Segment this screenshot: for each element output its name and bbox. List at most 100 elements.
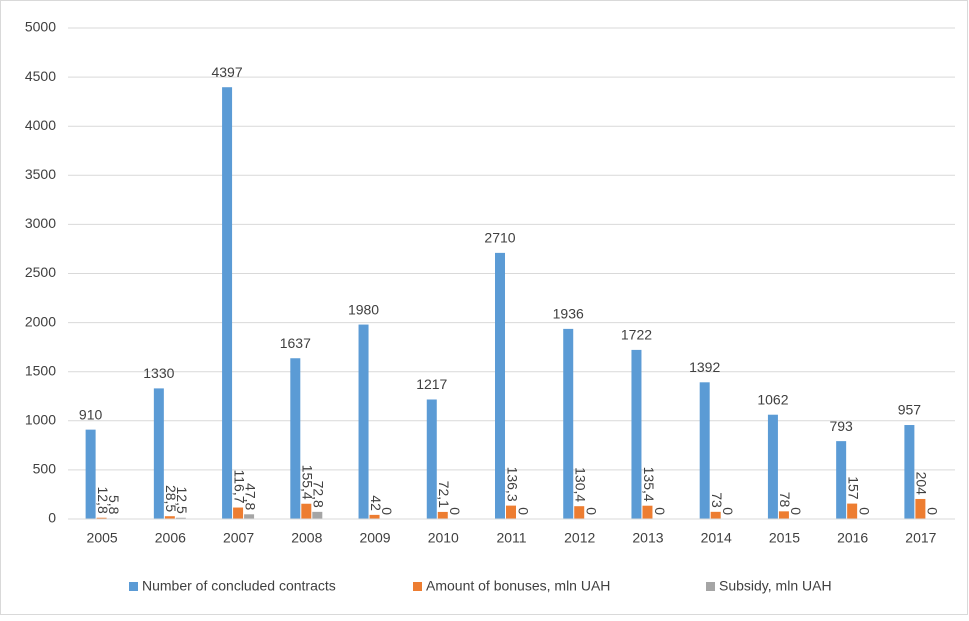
data-label: 135,4 xyxy=(641,467,657,502)
bar xyxy=(836,441,847,519)
bar xyxy=(915,498,926,519)
y-tick-label: 1500 xyxy=(25,362,56,378)
legend-swatch xyxy=(129,582,138,591)
bar xyxy=(369,514,380,519)
data-label: 2710 xyxy=(484,230,515,246)
x-tick-label: 2011 xyxy=(496,530,526,546)
data-label: 1637 xyxy=(280,335,311,351)
data-label: 957 xyxy=(898,402,922,418)
bar xyxy=(437,511,448,519)
legend-swatch xyxy=(413,582,422,591)
data-label: 0 xyxy=(584,507,600,515)
data-label: 72,1 xyxy=(436,481,452,508)
data-label: 47,8 xyxy=(242,483,258,510)
bar xyxy=(153,388,164,519)
y-tick-label: 5000 xyxy=(25,19,56,35)
y-tick-label: 2000 xyxy=(25,313,56,329)
y-tick-label: 3000 xyxy=(25,215,56,231)
bar xyxy=(96,517,107,519)
bar xyxy=(312,511,323,519)
bar xyxy=(301,503,312,519)
data-label: 130,4 xyxy=(573,467,589,502)
data-label: 116,7 xyxy=(231,470,247,504)
x-tick-label: 2008 xyxy=(291,530,322,546)
x-tick-label: 2013 xyxy=(632,530,663,546)
data-label: 0 xyxy=(652,507,668,515)
bar xyxy=(506,505,516,519)
data-label: 204 xyxy=(914,472,930,496)
x-tick-label: 2016 xyxy=(837,530,868,546)
x-tick-label: 2006 xyxy=(155,530,186,546)
bar xyxy=(495,252,505,520)
x-tick-label: 2009 xyxy=(359,530,390,546)
data-label: 1936 xyxy=(553,306,584,322)
legend-label: Amount of bonuses, mln UAH xyxy=(426,578,610,594)
data-label: 4397 xyxy=(211,64,242,80)
data-label: 0 xyxy=(788,507,804,515)
x-tick-label: 2005 xyxy=(87,530,118,546)
bar xyxy=(244,514,255,519)
x-tick-label: 2010 xyxy=(428,530,459,546)
bar xyxy=(778,511,789,519)
data-label: 136,3 xyxy=(504,467,520,502)
bar xyxy=(85,429,96,519)
y-tick-label: 4500 xyxy=(25,68,56,84)
data-label: 0 xyxy=(379,507,395,515)
bar xyxy=(563,328,574,519)
data-label: 42 xyxy=(368,495,384,511)
data-label: 5,8 xyxy=(106,495,122,515)
y-tick-label: 500 xyxy=(33,461,57,477)
legend-label: Number of concluded contracts xyxy=(142,578,336,594)
legend-swatch xyxy=(706,582,715,591)
data-label: 28,5 xyxy=(163,485,179,512)
data-label: 0 xyxy=(856,507,872,515)
data-label: 12,8 xyxy=(95,486,111,513)
y-tick-label: 2500 xyxy=(25,264,56,280)
bar xyxy=(631,349,642,519)
bar xyxy=(222,87,233,519)
data-label: 12,5 xyxy=(174,487,190,514)
data-label: 0 xyxy=(925,507,941,515)
data-label: 0 xyxy=(515,507,531,515)
data-label: 1217 xyxy=(416,376,447,392)
data-label: 157 xyxy=(845,476,861,500)
data-label: 155,4 xyxy=(300,465,316,500)
bar xyxy=(710,511,721,519)
legend-label: Subsidy, mln UAH xyxy=(719,578,832,594)
x-tick-label: 2015 xyxy=(769,530,800,546)
bar xyxy=(426,399,437,519)
bar xyxy=(358,324,369,519)
data-label: 1722 xyxy=(621,327,652,343)
data-label: 793 xyxy=(829,418,853,434)
data-label: 1392 xyxy=(689,359,720,375)
y-tick-label: 0 xyxy=(48,510,56,526)
bar xyxy=(574,506,585,519)
data-label: 1062 xyxy=(757,391,788,407)
bar xyxy=(847,503,858,519)
x-tick-label: 2014 xyxy=(701,530,732,546)
y-tick-label: 4000 xyxy=(25,117,56,133)
bar xyxy=(904,425,915,519)
bar xyxy=(233,507,244,519)
data-label: 1330 xyxy=(143,365,174,381)
bar xyxy=(642,505,653,519)
data-label: 73 xyxy=(709,492,725,508)
x-tick-label: 2007 xyxy=(223,530,254,546)
x-tick-label: 2012 xyxy=(564,530,595,546)
data-label: 0 xyxy=(447,507,463,515)
x-tick-label: 2017 xyxy=(905,530,936,546)
y-tick-label: 3500 xyxy=(25,166,56,182)
data-label: 78 xyxy=(777,492,793,508)
bar xyxy=(164,516,175,519)
data-label: 910 xyxy=(79,406,103,422)
bar xyxy=(290,358,301,519)
bar xyxy=(175,517,186,519)
y-tick-label: 1000 xyxy=(25,412,56,428)
data-label: 1980 xyxy=(348,301,379,317)
bar xyxy=(767,414,778,519)
data-label: 0 xyxy=(720,507,736,515)
bar xyxy=(699,382,710,519)
data-label: 72,8 xyxy=(311,481,327,508)
